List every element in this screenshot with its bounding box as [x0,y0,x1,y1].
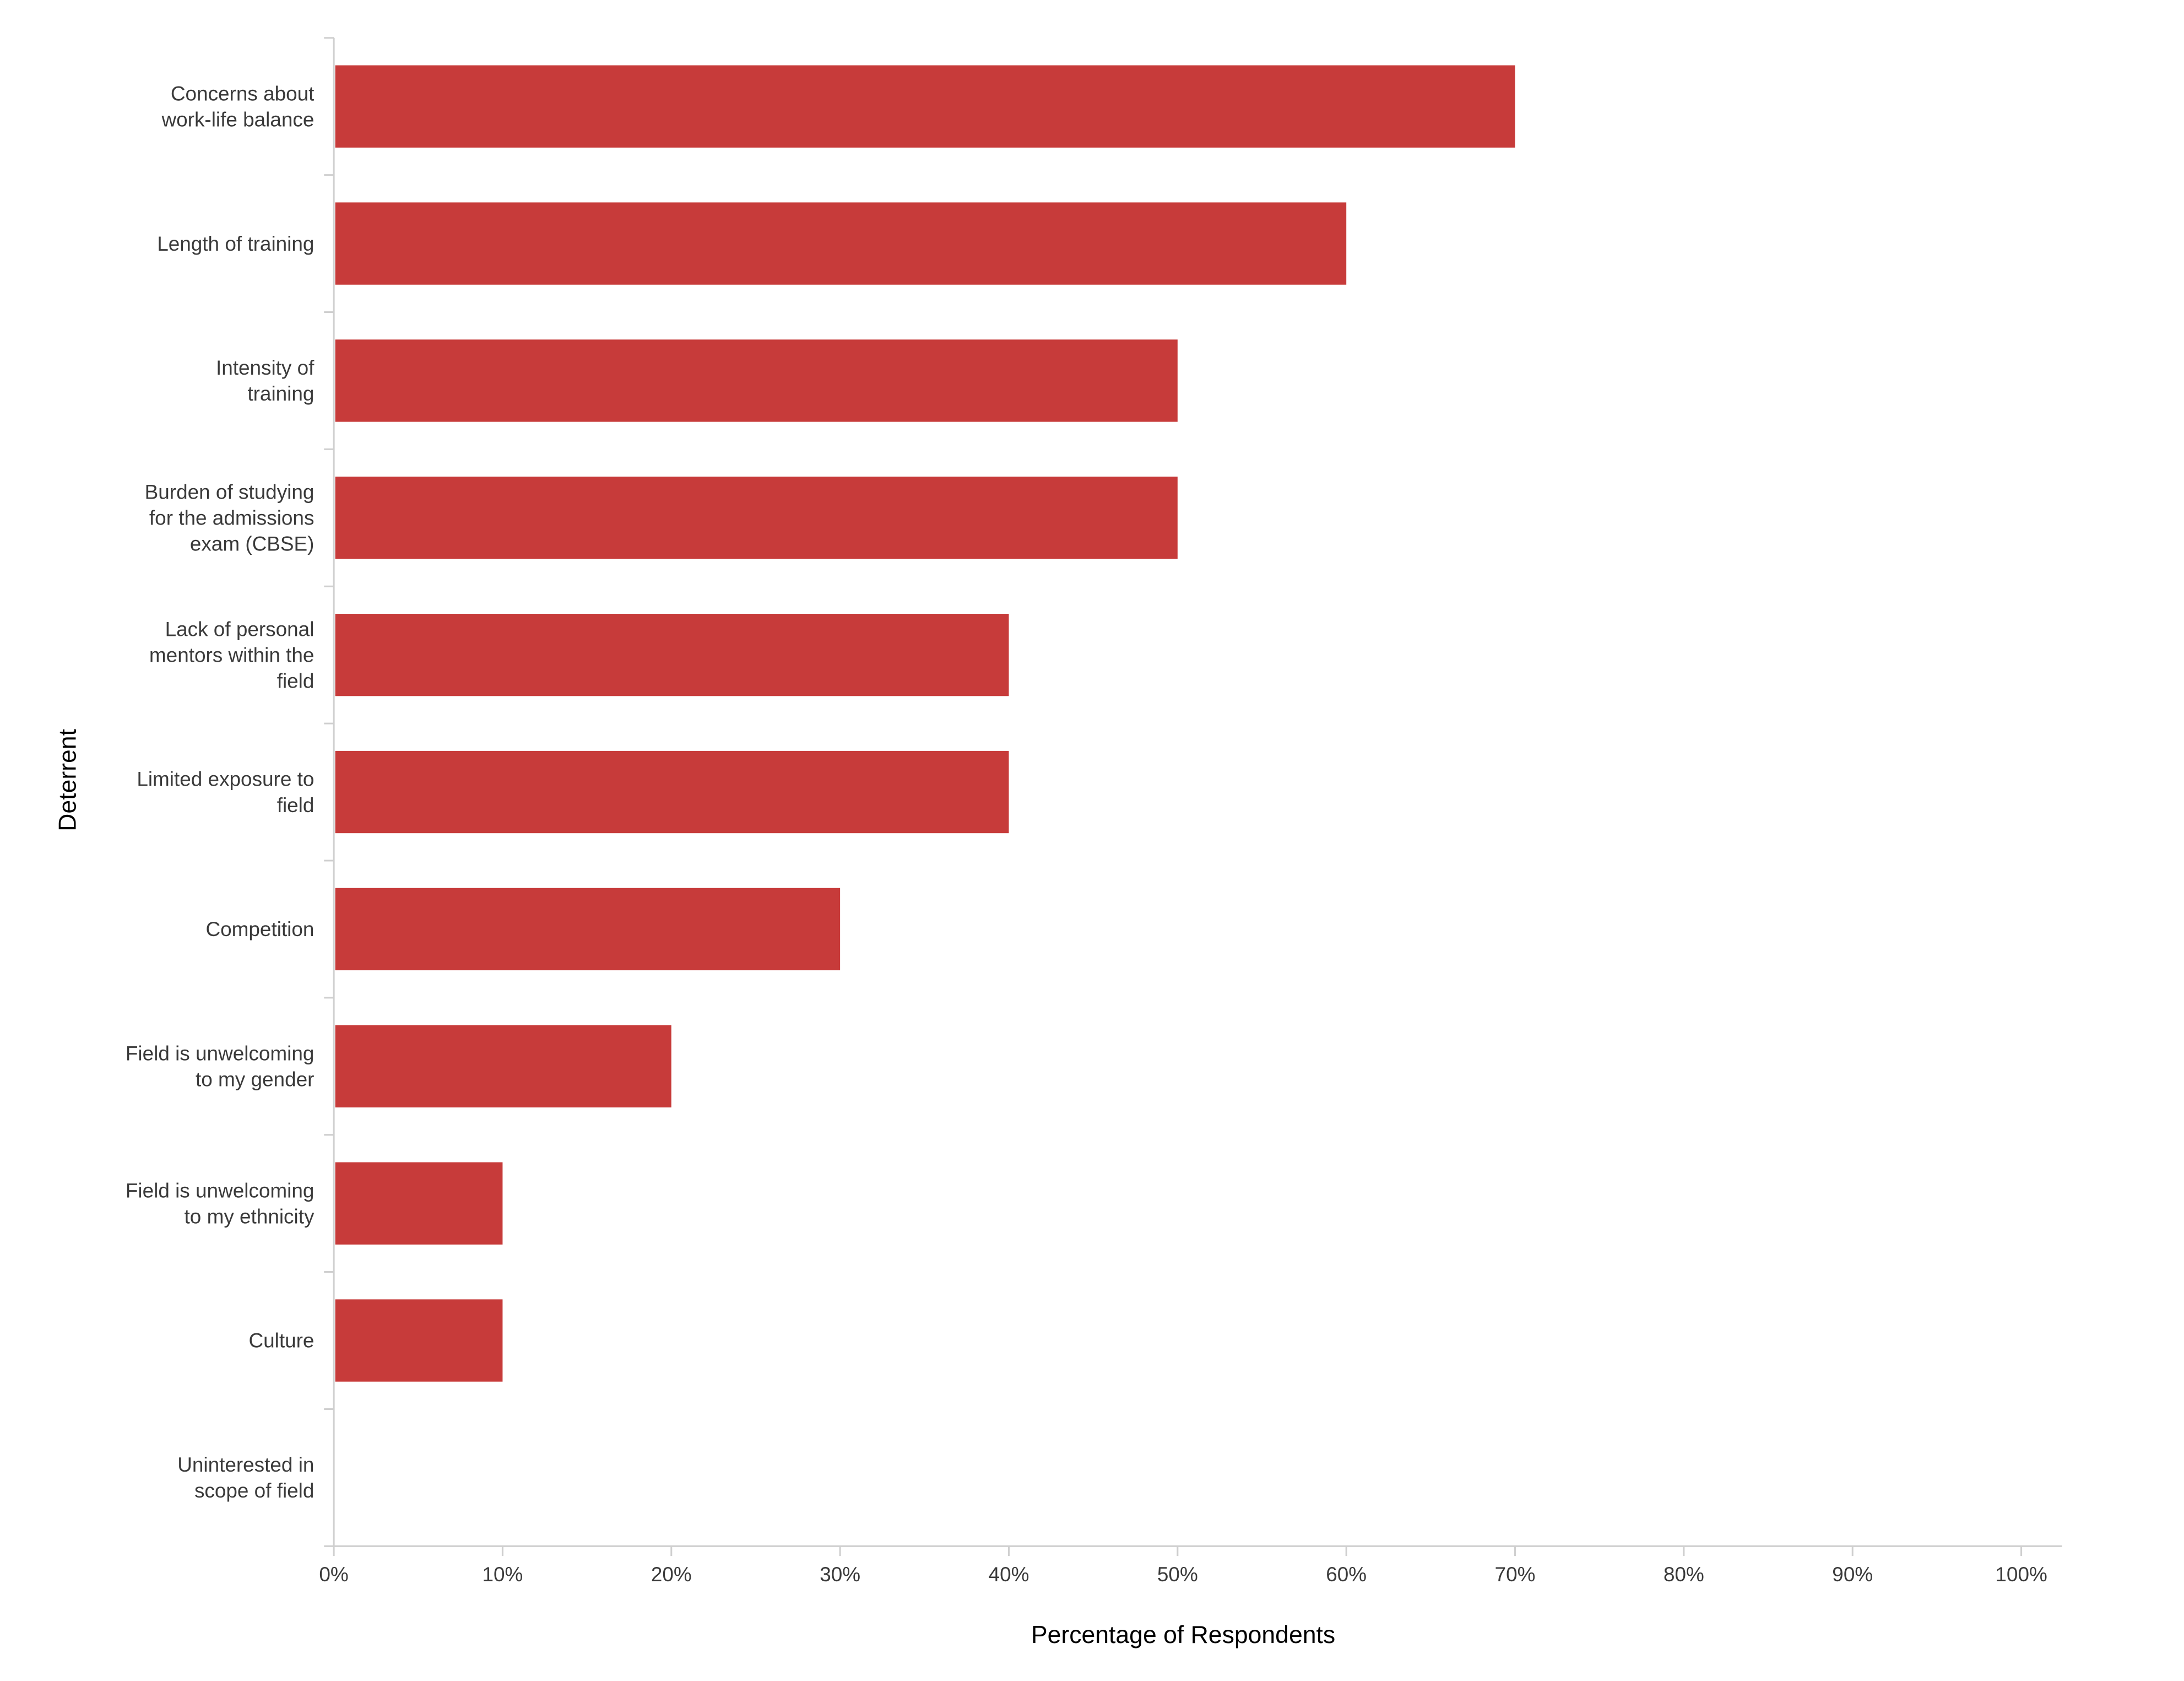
category-label: Concerns about work-life balance [161,82,314,131]
x-tick-label: 30% [820,1563,860,1586]
x-tick-label: 60% [1326,1563,1367,1586]
bar [335,750,1009,834]
bar [335,202,1347,285]
x-axis-title: Percentage of Respondents [1031,1621,1335,1648]
x-tick-label: 80% [1663,1563,1704,1586]
bar [335,888,841,971]
x-tick-label: 20% [651,1563,692,1586]
bar [335,65,1515,148]
x-tick-label: 0% [319,1563,348,1586]
category-label: Length of training [157,233,314,255]
y-axis-title: Deterrent [55,728,82,831]
category-label: Lack of personal mentors within the field [149,618,315,692]
x-tick-label: 50% [1157,1563,1198,1586]
category-label: Intensity of training [216,356,315,405]
category-labels: Concerns about work-life balance Length of… [126,82,315,1502]
x-tick-label: 10% [482,1563,523,1586]
bar [335,339,1178,422]
category-label: Burden of studying for the admissions exam… [145,480,315,555]
x-tick-labels: 0% 10% 20% 30% 40% 50% 60% 70% 80% 90% 100% [319,1563,2047,1586]
axes-group [324,37,2062,1556]
x-tick-label: 100% [1995,1563,2047,1586]
bar [335,477,1178,559]
category-label: Limited exposure to field [137,768,314,817]
category-label: Uninterested in scope of field [177,1453,314,1502]
x-tick-label: 70% [1495,1563,1536,1586]
category-label: Field is unwelcoming to my ethnicity [126,1179,315,1228]
category-label: Competition [205,918,314,941]
bar [335,1025,671,1107]
bar [335,1299,503,1382]
category-label: Culture [248,1329,314,1352]
x-tick-label: 90% [1832,1563,1873,1586]
bar [335,614,1009,696]
x-tick-label: 40% [989,1563,1029,1586]
bar [335,1162,503,1245]
bars-group [335,65,1515,1382]
category-label: Field is unwelcoming to my gender [126,1042,315,1090]
